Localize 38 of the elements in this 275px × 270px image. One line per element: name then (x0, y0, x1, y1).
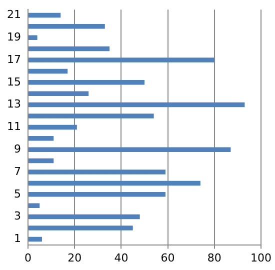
bar (28, 203, 40, 208)
bar (28, 214, 140, 220)
y-tick-label: 19 (6, 30, 21, 44)
x-tick-label: 100 (250, 251, 272, 264)
bar (28, 24, 105, 29)
y-tick-label: 11 (6, 120, 21, 134)
y-tick-label: 1 (14, 232, 21, 246)
bar (28, 46, 110, 52)
y-tick-label: 9 (14, 142, 21, 156)
bar (28, 58, 214, 62)
y-tick-label: 17 (6, 52, 21, 66)
y-tick-label: 3 (14, 210, 21, 223)
bar (28, 136, 54, 141)
y-tick-label: 13 (6, 98, 21, 111)
x-tick-label: 20 (68, 251, 82, 264)
bar (28, 35, 38, 40)
bar (28, 12, 61, 18)
x-tick-label: 40 (114, 251, 128, 264)
x-tick-label: 80 (207, 251, 222, 264)
bar (28, 147, 231, 152)
x-tick-label: 0 (24, 251, 32, 264)
y-tick-label: 5 (14, 187, 21, 200)
y-tick-label: 7 (14, 164, 21, 178)
bar (28, 124, 77, 130)
bar (28, 102, 245, 108)
y-tick-label: 15 (6, 75, 21, 88)
bar (28, 192, 166, 197)
bar (28, 236, 42, 242)
bar (28, 158, 54, 164)
bar (28, 80, 144, 85)
bar (28, 68, 68, 74)
bar (28, 180, 200, 186)
bar (28, 226, 133, 230)
bar (28, 91, 89, 96)
bar (28, 114, 154, 118)
x-tick-label: 60 (160, 251, 175, 264)
bar (28, 170, 166, 174)
y-tick-label: 21 (6, 8, 21, 22)
